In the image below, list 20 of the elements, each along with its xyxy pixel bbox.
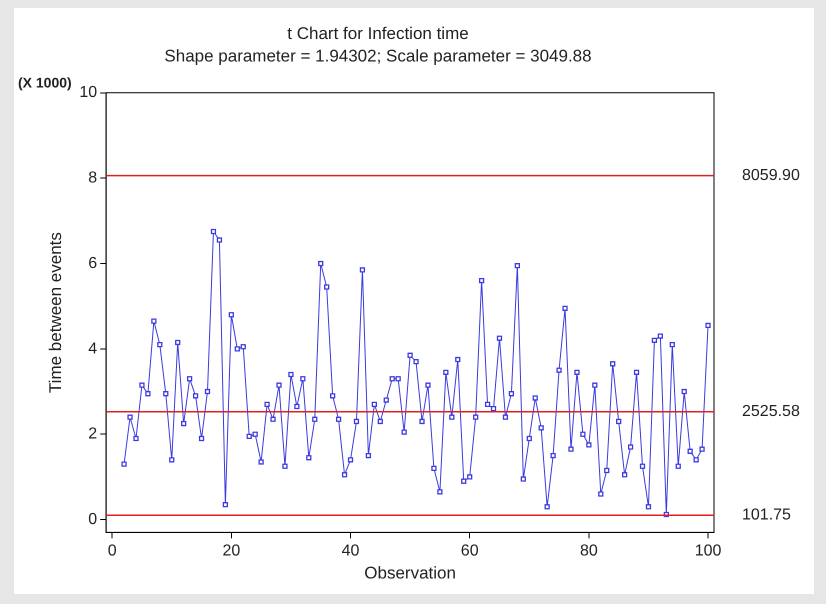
chart-subtitle: Shape parameter = 1.94302; Scale parameter = 3049.88 bbox=[164, 46, 592, 66]
y-axis-title: Time between events bbox=[46, 232, 65, 394]
y-tick-label: 8 bbox=[88, 170, 98, 187]
x-tick-label: 0 bbox=[108, 542, 117, 560]
x-tick-label: 20 bbox=[222, 542, 240, 560]
ref-line-label: 8059.90 bbox=[742, 167, 800, 184]
y-tick-label: 6 bbox=[88, 254, 98, 272]
x-tick-label: 100 bbox=[694, 542, 722, 560]
x-tick-label: 80 bbox=[580, 542, 598, 560]
chart-title: t Chart for Infection time bbox=[287, 24, 469, 43]
x-tick-label: 40 bbox=[342, 542, 360, 560]
ref-line-label: 2525.58 bbox=[742, 403, 800, 420]
x-axis-title: Observation bbox=[364, 563, 456, 582]
y-tick-label: 10 bbox=[79, 84, 98, 102]
x-tick-label: 60 bbox=[460, 542, 479, 560]
y-tick-label: 4 bbox=[88, 340, 98, 358]
y-tick-label: 0 bbox=[88, 511, 98, 528]
ref-line-label: 101.75 bbox=[742, 506, 792, 524]
y-tick-label: 2 bbox=[88, 426, 98, 443]
text: (X 1000) bbox=[18, 74, 72, 91]
